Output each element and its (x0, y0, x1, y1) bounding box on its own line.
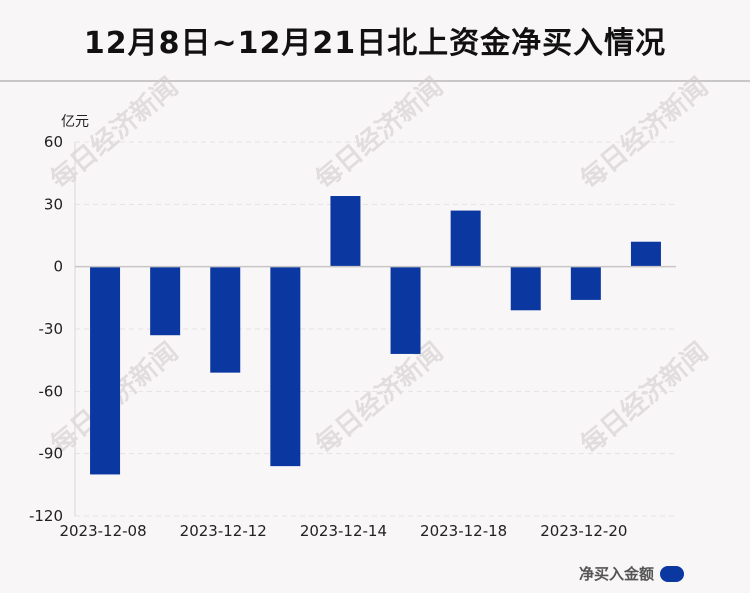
x-tick-labels: 2023-12-08 2023-12-12 2023-12-14 2023-12-18… (59, 522, 627, 540)
y-tick-label: -90 (39, 445, 64, 463)
watermark-text: 每日经济新闻 (310, 336, 449, 460)
bar-2023-12-14 (330, 196, 361, 267)
bar-2023-12-20 (570, 266, 601, 300)
bars (90, 196, 661, 475)
x-tick-label: 2023-12-18 (420, 522, 507, 540)
y-tick-label: -120 (29, 507, 63, 525)
watermark-text: 每日经济新闻 (310, 71, 449, 195)
watermark-text: 每日经济新闻 (575, 336, 714, 460)
legend: 净买入金额 (579, 563, 684, 584)
bar-2023-12-08 (90, 266, 121, 475)
x-tick-label: 2023-12-20 (540, 522, 627, 540)
bar-2023-12-21 (630, 241, 661, 267)
title-divider (0, 80, 750, 82)
x-tick-label: 2023-12-12 (180, 522, 267, 540)
bar-2023-12-15 (390, 266, 421, 354)
y-tick-label: -30 (39, 320, 64, 338)
watermark-text: 每日经济新闻 (575, 71, 714, 195)
y-axis-unit: 亿元 (61, 114, 89, 130)
bar-2023-12-18 (450, 210, 481, 267)
x-tick-label: 2023-12-14 (300, 522, 387, 540)
legend-label: 净买入金额 (578, 565, 654, 583)
chart-title: 12月8日~12月21日北上资金净买入情况 (83, 26, 667, 61)
watermark-text: 每日经济新闻 (45, 71, 184, 195)
y-tick-label: -60 (39, 382, 64, 400)
y-tick-label: 30 (44, 195, 63, 213)
x-tick-label: 2023-12-08 (59, 522, 146, 540)
watermarks: 每日经济新闻每日经济新闻每日经济新闻每日经济新闻每日经济新闻每日经济新闻 (45, 71, 714, 460)
bar-2023-12-19 (510, 266, 541, 311)
bar-2023-12-11 (150, 266, 181, 336)
bar-2023-12-12 (210, 266, 241, 373)
legend-swatch (660, 565, 684, 582)
y-tick-label: 60 (44, 133, 63, 151)
y-tick-labels: 60 30 0 -30 -60 -90 -120 (29, 133, 63, 525)
bar-2023-12-13 (270, 266, 301, 467)
y-tick-label: 0 (53, 258, 63, 276)
